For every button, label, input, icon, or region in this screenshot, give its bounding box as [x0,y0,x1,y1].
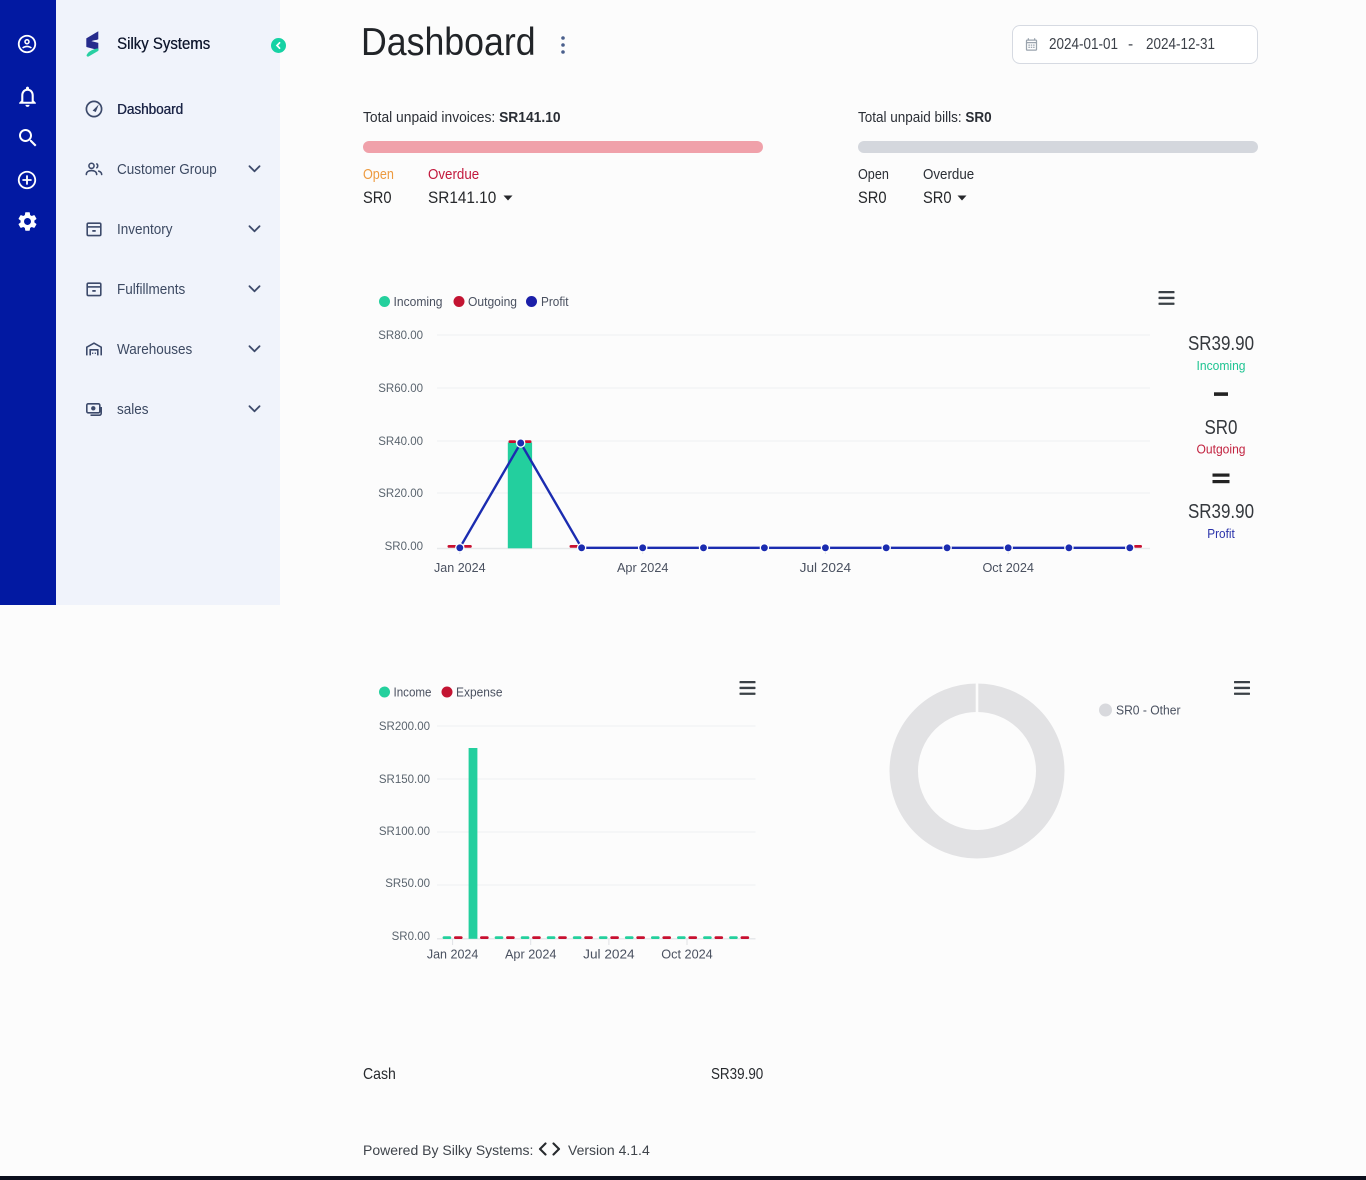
svg-text:SR50.00: SR50.00 [385,878,430,890]
svg-text:Jul 2024: Jul 2024 [800,560,852,575]
svg-text:Outgoing: Outgoing [1197,442,1246,457]
svg-text:Profit: Profit [1207,526,1235,541]
svg-text:SR100.00: SR100.00 [379,826,430,838]
svg-text:SR40.00: SR40.00 [378,436,423,448]
svg-text:Incoming: Incoming [394,294,443,309]
svg-text:SR39.90: SR39.90 [1188,332,1254,355]
svg-text:SR39.90: SR39.90 [1188,500,1254,523]
svg-text:SR150.00: SR150.00 [379,774,430,786]
svg-text:SR0.00: SR0.00 [385,541,423,553]
svg-text:Outgoing: Outgoing [468,294,517,309]
svg-text:SR20.00: SR20.00 [378,488,423,500]
svg-text:SR80.00: SR80.00 [378,330,423,342]
svg-text:SR200.00: SR200.00 [379,721,430,733]
svg-text:Profit: Profit [541,294,569,309]
svg-text:SR0.00: SR0.00 [392,931,430,943]
svg-text:Incoming: Incoming [1197,358,1246,373]
svg-text:Jan 2024: Jan 2024 [427,947,479,962]
svg-text:Jul 2024: Jul 2024 [583,947,635,962]
svg-text:Jan 2024: Jan 2024 [434,560,486,575]
svg-text:SR60.00: SR60.00 [378,383,423,395]
svg-text:Oct 2024: Oct 2024 [661,947,713,962]
svg-text:SR0 - Other: SR0 - Other [1116,703,1181,718]
svg-text:Oct 2024: Oct 2024 [982,560,1033,575]
svg-text:Expense: Expense [456,685,503,700]
svg-text:SR0: SR0 [1205,416,1238,439]
svg-text:Apr 2024: Apr 2024 [617,560,669,575]
svg-text:Apr 2024: Apr 2024 [505,947,557,962]
svg-text:Income: Income [394,685,432,700]
